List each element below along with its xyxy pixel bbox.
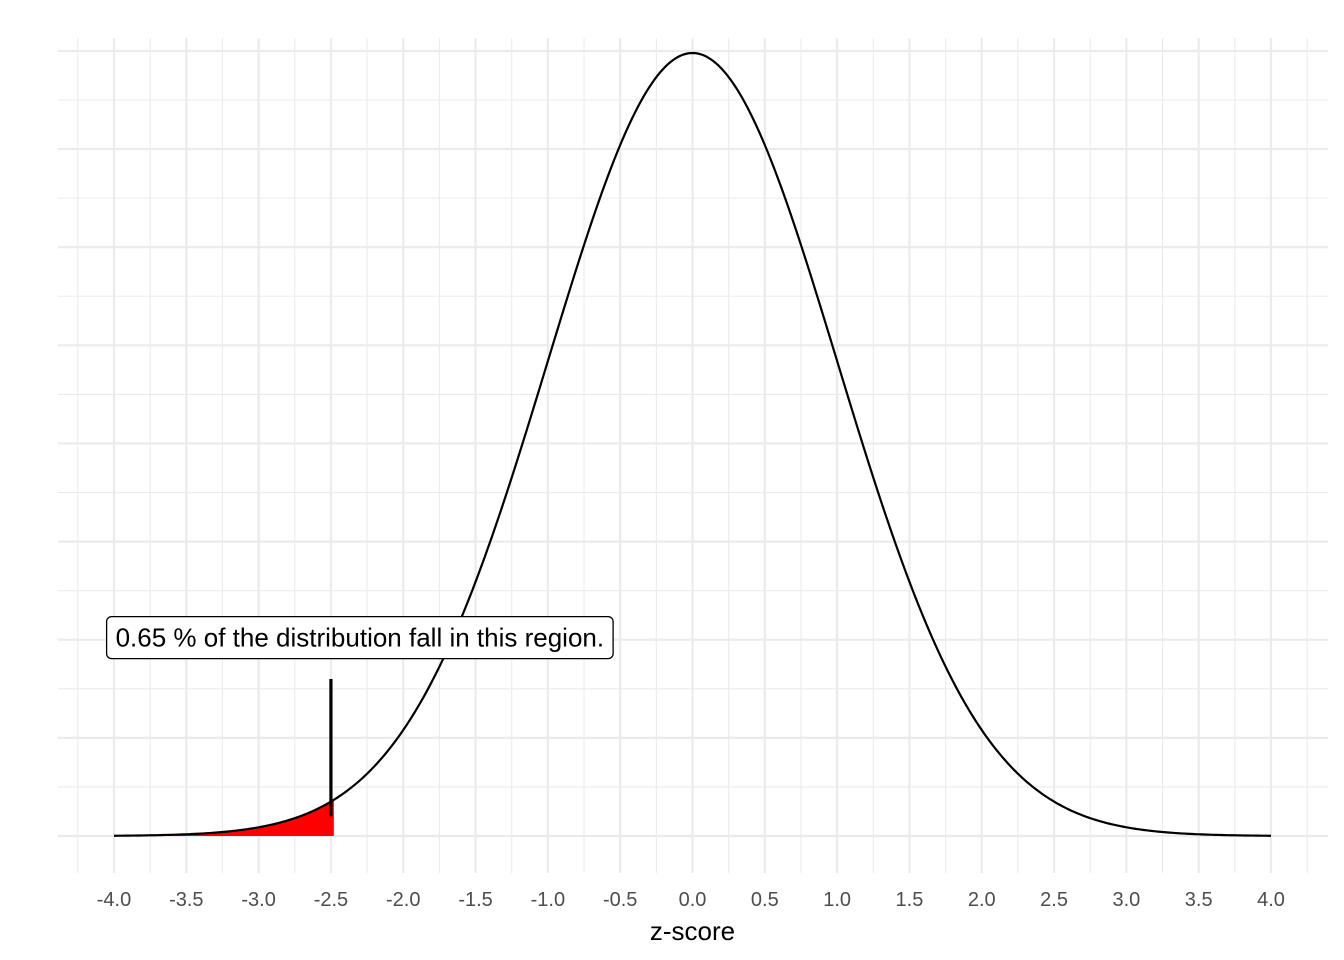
x-tick-label: 0.0	[679, 889, 707, 911]
annotation-box	[105, 615, 614, 660]
x-tick-label: -1.0	[531, 889, 565, 911]
x-tick-label: 1.0	[823, 889, 851, 911]
x-tick-label: -1.5	[458, 889, 492, 911]
x-tick-label: 4.0	[1257, 889, 1285, 911]
x-tick-label: -2.5	[314, 889, 348, 911]
x-tick-label: 0.5	[751, 889, 779, 911]
x-tick-label: 2.5	[1040, 889, 1068, 911]
density-line	[113, 51, 1272, 837]
annotation-text: 0.65 % of the distribution fall in this …	[116, 623, 605, 653]
annotation-label: 0.65 % of the distribution fall in this …	[105, 615, 614, 660]
x-tick-label: -0.5	[603, 889, 637, 911]
density-curve	[113, 51, 1272, 837]
x-tick-label: -3.5	[169, 889, 203, 911]
x-tick-label: 3.0	[1112, 889, 1140, 911]
x-tick-label: 2.0	[968, 889, 996, 911]
x-axis-title: z-score	[650, 916, 735, 946]
shaded-tail-region	[114, 799, 334, 836]
major-gridlines	[58, 38, 1328, 873]
shaded-area	[114, 799, 334, 836]
x-tick-label: 3.5	[1185, 889, 1213, 911]
x-axis-tick-labels: -4.0 -3.5 -3.0 -2.5 -2.0 -1.5 -1.0 -0.5 0.0 0.5 1.…	[97, 889, 1285, 911]
x-tick-label: 1.5	[896, 889, 924, 911]
x-tick-label: -2.0	[386, 889, 420, 911]
x-tick-label: -4.0	[97, 889, 131, 911]
x-tick-label: -3.0	[241, 889, 275, 911]
